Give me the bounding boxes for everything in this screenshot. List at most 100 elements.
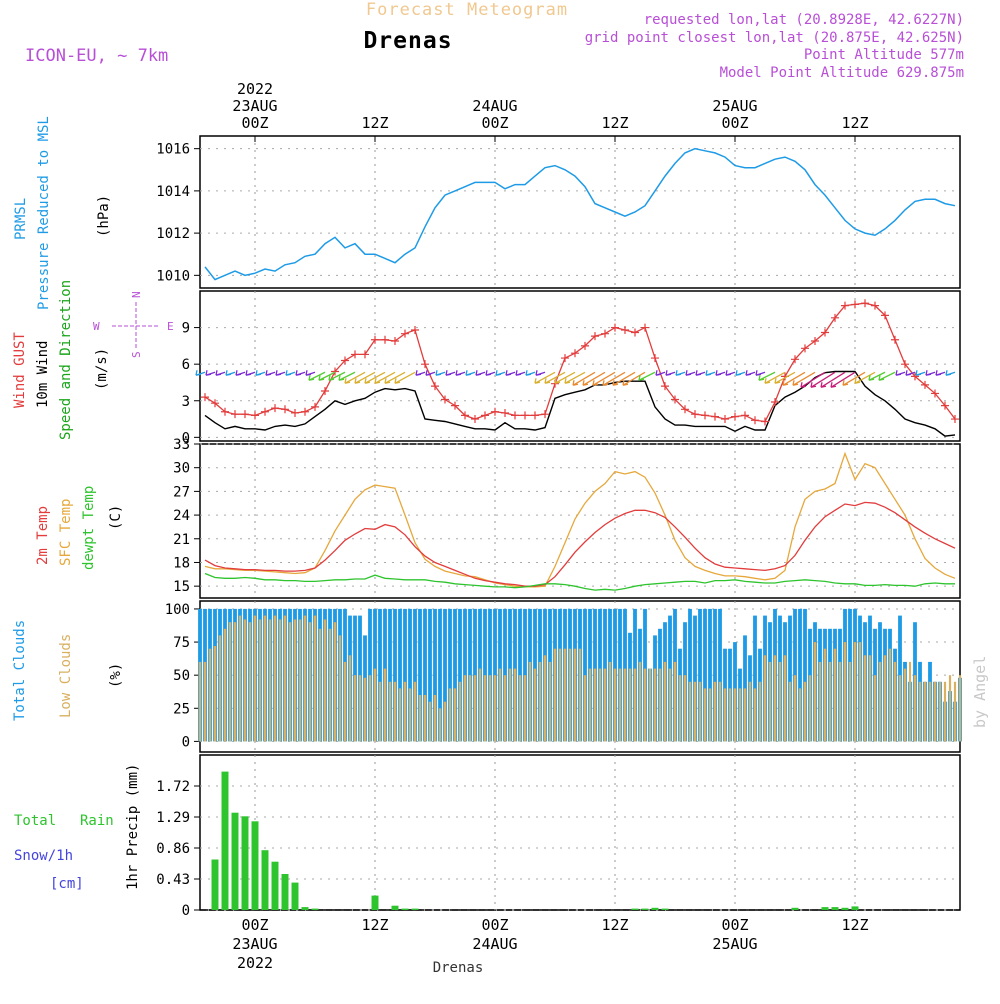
point-altitude: Point Altitude 577m	[804, 47, 964, 63]
low-cloud-bar	[233, 622, 237, 742]
low-cloud-bar	[383, 668, 387, 742]
wind-gust-marker	[471, 415, 479, 424]
precip-bar	[661, 908, 669, 910]
wind-gust-line	[204, 302, 956, 423]
low-cloud-bar	[508, 668, 512, 742]
total-cloud-bar	[413, 608, 417, 742]
cloud-tick-label: 50	[173, 668, 190, 684]
wind-direction-arrow	[475, 370, 486, 376]
low-cloud-bar	[903, 668, 907, 742]
wind-direction-arrow	[338, 371, 356, 381]
wind-gust-marker	[611, 323, 619, 332]
wind-direction-arrow	[195, 370, 206, 376]
wind-gust-marker	[801, 344, 809, 353]
wind-gust-marker	[661, 382, 669, 391]
precip-bar	[841, 907, 849, 910]
bottom-time-label: 24AUG	[472, 935, 517, 953]
precip-snow-label: Snow/1h	[14, 848, 73, 864]
wind-gust-marker	[401, 329, 409, 338]
low-cloud-bar	[323, 619, 327, 742]
low-cloud-bar	[478, 668, 482, 742]
low-cloud-bar	[213, 646, 217, 742]
total-cloud-bar	[458, 608, 462, 742]
total-cloud-bar	[788, 615, 792, 742]
compass-north: N	[130, 291, 143, 298]
low-cloud-bar	[273, 615, 277, 742]
wind-gust-marker	[291, 408, 299, 417]
low-cloud-bar	[638, 661, 642, 742]
wind-gust-marker	[201, 393, 209, 402]
low-cloud-bar	[283, 615, 287, 742]
wind-gust-marker	[761, 417, 769, 426]
low-cloud-bar	[588, 668, 592, 742]
precip-rain-label: Rain	[80, 813, 114, 829]
low-cloud-bar	[578, 648, 582, 742]
wind-gust-label: Wind GUST	[12, 332, 28, 408]
top-time-label: 23AUG	[232, 97, 277, 115]
precip-bar	[281, 874, 289, 910]
low-cloud-bar	[433, 695, 437, 742]
low-cloud-bar	[608, 661, 612, 742]
pressure-tick-label: 1014	[156, 184, 190, 200]
total-cloud-bar	[793, 608, 797, 742]
wind-speed-line	[204, 370, 956, 437]
low-cloud-bar	[488, 675, 492, 742]
total-cloud-bar	[403, 608, 407, 742]
top-time-label: 12Z	[841, 114, 868, 132]
bottom-station-label: Drenas	[433, 960, 484, 976]
low-cloud-bar	[868, 655, 872, 742]
low-cloud-bar	[443, 701, 447, 742]
prmsl-label: PRMSL	[13, 198, 29, 240]
wind-direction-arrow	[535, 370, 546, 376]
low-cloud-bar	[658, 668, 662, 742]
low-cloud-bar	[823, 648, 827, 742]
top-time-label: 00Z	[481, 114, 508, 132]
precip-bar	[221, 771, 229, 910]
wind-gust-marker	[641, 323, 649, 332]
low-cloud-bar	[668, 668, 672, 742]
wind-direction-arrow	[572, 371, 596, 386]
wind-direction-arrow	[905, 370, 916, 376]
wind-unit: (m/s)	[94, 348, 110, 390]
wind-direction-arrow	[685, 370, 696, 376]
low-cloud-bar	[398, 688, 402, 742]
total-cloud-bar	[718, 608, 722, 742]
wind-gust-marker	[931, 389, 939, 398]
low-cloud-bar	[618, 668, 622, 742]
temp-tick-label: 30	[173, 461, 190, 477]
low-cloud-bar	[738, 688, 742, 742]
wind-labels: Wind GUST 10m Wind Speed and Direction (…	[12, 280, 110, 440]
wind-gust-marker	[411, 326, 419, 335]
wind-direction-arrow	[205, 370, 216, 376]
low-cloud-bar	[693, 681, 697, 742]
wind-tick-label: 3	[182, 394, 190, 410]
total-cloud-bar	[388, 608, 392, 742]
low-clouds-label: Low Clouds	[58, 634, 74, 718]
low-cloud-bar	[758, 681, 762, 742]
wind-direction-arrow	[485, 370, 496, 376]
wind-direction-arrow	[318, 371, 336, 381]
wind-direction-arrow	[592, 371, 616, 386]
wind-10m-label: 10m Wind	[35, 341, 51, 408]
wind-direction-arrow	[465, 370, 476, 376]
precip-bar	[371, 895, 379, 910]
total-cloud-bar	[698, 608, 702, 742]
precip-bar	[411, 908, 419, 910]
wind-direction-arrow	[638, 371, 656, 381]
wind-direction-arrow	[925, 370, 936, 376]
wind-direction-arrow	[945, 370, 956, 376]
low-cloud-bar	[953, 681, 957, 742]
wind-gust-marker	[631, 328, 639, 337]
low-cloud-bar	[253, 615, 257, 742]
precip-bar	[831, 907, 839, 910]
low-cloud-bar	[733, 688, 737, 742]
wind-direction-arrow	[745, 370, 756, 376]
wind-direction-arrow	[255, 370, 266, 376]
total-cloud-bar	[468, 608, 472, 742]
wind-gust-marker	[771, 397, 779, 406]
low-cloud-bar	[558, 648, 562, 742]
low-cloud-bar	[428, 701, 432, 742]
precip-bar	[821, 907, 829, 910]
bottom-time-label: 00Z	[721, 916, 748, 934]
precip-labels: Total Rain Snow/1h [cm] 1hr Precip (mm)	[14, 764, 141, 892]
